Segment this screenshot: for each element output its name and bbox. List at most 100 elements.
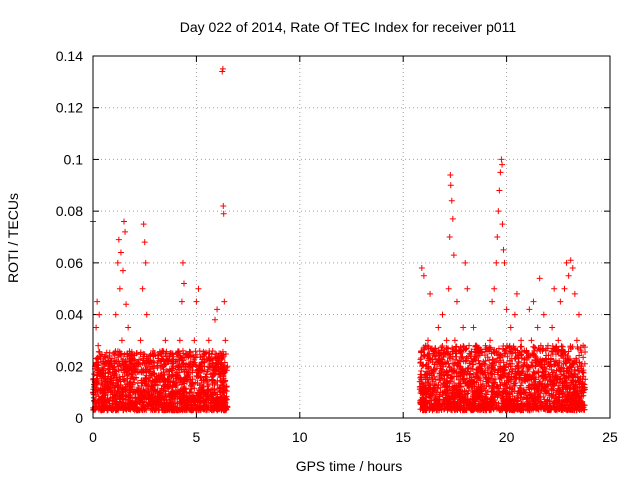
dense-point bbox=[111, 351, 118, 358]
dense-point bbox=[217, 393, 224, 400]
dense-point bbox=[447, 355, 454, 362]
data-point bbox=[223, 383, 230, 390]
data-point bbox=[100, 394, 107, 401]
dense-point bbox=[538, 387, 545, 394]
dense-point bbox=[569, 359, 576, 366]
dense-point bbox=[468, 355, 475, 362]
dense-point bbox=[522, 404, 529, 411]
dense-point bbox=[479, 370, 486, 377]
dense-point bbox=[177, 354, 184, 361]
dense-point bbox=[568, 379, 575, 386]
dense-point bbox=[537, 398, 544, 405]
dense-point bbox=[547, 381, 554, 388]
dense-point bbox=[475, 357, 482, 364]
dense-point bbox=[107, 358, 114, 365]
dense-point bbox=[143, 376, 150, 383]
dense-point bbox=[498, 406, 505, 413]
data-point bbox=[220, 202, 227, 209]
data-point bbox=[122, 228, 129, 235]
dense-point bbox=[125, 404, 132, 411]
dense-point bbox=[153, 406, 160, 413]
grid-lines bbox=[93, 56, 610, 418]
data-point bbox=[121, 218, 128, 225]
data-point bbox=[433, 389, 440, 396]
data-point bbox=[449, 215, 456, 222]
data-point bbox=[427, 290, 434, 297]
dense-point bbox=[205, 357, 212, 364]
x-tick-label: 20 bbox=[499, 429, 515, 445]
data-point bbox=[511, 311, 518, 318]
dense-point bbox=[502, 349, 509, 356]
dense-point bbox=[199, 358, 206, 365]
dense-point bbox=[456, 390, 463, 397]
dense-point bbox=[490, 384, 497, 391]
dense-point bbox=[563, 357, 570, 364]
dense-point bbox=[566, 382, 573, 389]
dense-point bbox=[196, 361, 203, 368]
dense-point bbox=[549, 369, 556, 376]
data-point bbox=[119, 267, 126, 274]
dense-point bbox=[103, 360, 110, 367]
data-point bbox=[158, 350, 165, 357]
dense-point bbox=[473, 394, 480, 401]
dense-point bbox=[426, 400, 433, 407]
data-point bbox=[203, 376, 210, 383]
dense-point bbox=[513, 397, 520, 404]
dense-point bbox=[93, 355, 100, 362]
data-point bbox=[104, 383, 111, 390]
dense-point bbox=[176, 348, 183, 355]
dense-point bbox=[548, 366, 555, 373]
dense-point bbox=[457, 372, 464, 379]
dense-point bbox=[435, 352, 442, 359]
data-point bbox=[205, 337, 212, 344]
y-axis-label: ROTI / TECUs bbox=[5, 193, 21, 283]
dense-point bbox=[511, 380, 518, 387]
dense-point bbox=[542, 402, 549, 409]
dense-point bbox=[143, 381, 150, 388]
dense-point bbox=[181, 389, 188, 396]
dense-point bbox=[141, 351, 148, 358]
dense-point bbox=[535, 388, 542, 395]
dense-point bbox=[128, 371, 135, 378]
dense-point bbox=[189, 393, 196, 400]
dense-point bbox=[431, 361, 438, 368]
dense-point bbox=[476, 348, 483, 355]
data-point bbox=[98, 368, 105, 375]
data-point bbox=[470, 324, 477, 331]
dense-point bbox=[489, 362, 496, 369]
dense-point bbox=[542, 371, 549, 378]
dense-point bbox=[536, 402, 543, 409]
dense-point bbox=[171, 407, 178, 414]
data-point bbox=[505, 363, 512, 370]
data-point bbox=[94, 298, 101, 305]
dense-point bbox=[421, 401, 428, 408]
dense-point bbox=[143, 399, 149, 406]
dense-point bbox=[466, 342, 473, 349]
data-point bbox=[526, 306, 533, 313]
dense-point bbox=[426, 384, 433, 391]
dense-point bbox=[159, 356, 166, 363]
data-point bbox=[110, 350, 117, 357]
dense-point bbox=[160, 369, 167, 376]
dense-point bbox=[526, 386, 533, 393]
dense-point bbox=[151, 349, 158, 356]
data-point bbox=[540, 311, 547, 318]
dense-point bbox=[424, 342, 431, 349]
dense-point bbox=[150, 400, 157, 407]
dense-point bbox=[180, 360, 187, 367]
dense-point bbox=[452, 350, 459, 357]
dense-point bbox=[570, 401, 577, 408]
data-point bbox=[445, 285, 452, 292]
data-point bbox=[93, 324, 100, 331]
x-tick-label: 10 bbox=[292, 429, 308, 445]
dense-point bbox=[194, 380, 201, 387]
dense-point bbox=[474, 375, 481, 382]
data-point bbox=[518, 337, 525, 344]
dense-point bbox=[150, 382, 157, 389]
dense-point bbox=[418, 398, 425, 405]
data-point bbox=[141, 239, 148, 246]
dense-point bbox=[171, 396, 178, 403]
dense-point bbox=[568, 364, 575, 371]
data-points bbox=[90, 65, 589, 414]
dense-point bbox=[148, 405, 155, 412]
